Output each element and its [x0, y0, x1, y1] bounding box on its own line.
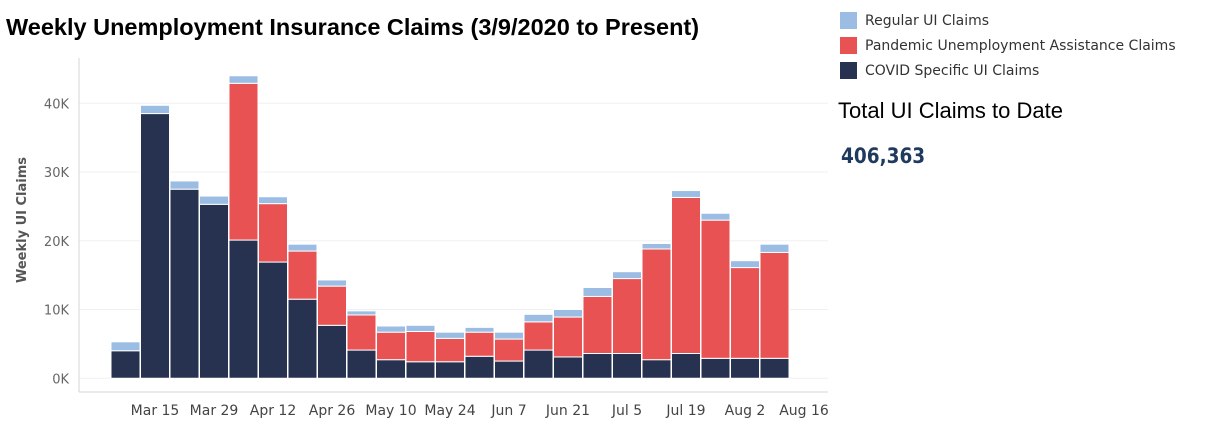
bar-segment[interactable] [140, 104, 170, 115]
bar-segment[interactable] [494, 338, 524, 362]
x-tick-label: Apr 12 [250, 403, 296, 419]
bar-segment[interactable] [641, 243, 672, 250]
y-tick-label: 40K [44, 97, 70, 112]
bar-segment[interactable] [582, 287, 613, 297]
legend-item-covid[interactable]: COVID Specific UI Claims [840, 58, 1176, 83]
legend-label-regular: Regular UI Claims [865, 12, 990, 29]
bar-segment[interactable] [612, 353, 642, 379]
bar-segment[interactable] [435, 331, 465, 339]
x-tick-label: Aug 2 [725, 403, 766, 419]
bar-segment[interactable] [464, 331, 495, 357]
bar-segment[interactable] [228, 82, 259, 241]
bar-segment[interactable] [169, 180, 200, 190]
legend-swatch-regular [840, 12, 857, 29]
y-tick-label: 10K [44, 304, 70, 319]
y-tick-label: 20K [44, 235, 70, 250]
x-tick-label: Mar 15 [131, 403, 180, 419]
bar-segment[interactable] [169, 188, 200, 379]
bar-segment[interactable] [346, 310, 377, 316]
x-tick-label: Apr 26 [309, 403, 356, 419]
bar-segment[interactable] [464, 326, 495, 333]
bar-segment[interactable] [110, 350, 141, 379]
bar-segment[interactable] [700, 357, 731, 379]
y-tick-label: 0K [52, 372, 69, 387]
bar-segment[interactable] [199, 203, 229, 379]
bar-segment[interactable] [671, 190, 701, 198]
bar-segment[interactable] [494, 360, 524, 379]
bar-segment[interactable] [759, 243, 790, 253]
bar-segment[interactable] [346, 314, 377, 351]
bar-segment[interactable] [346, 349, 377, 379]
bar-segment[interactable] [671, 196, 701, 354]
x-tick-label: Mar 29 [190, 403, 239, 419]
bar-segment[interactable] [199, 195, 229, 205]
bar-segment[interactable] [523, 313, 554, 323]
total-claims-title: Total UI Claims to Date [838, 98, 1063, 123]
bar-segment[interactable] [553, 356, 583, 379]
bar-segment[interactable] [110, 341, 141, 352]
bar-segment[interactable] [523, 321, 554, 351]
bar-segment[interactable] [612, 278, 642, 354]
bar-segment[interactable] [671, 353, 701, 379]
bars [110, 75, 790, 379]
x-tick-label: May 24 [424, 403, 475, 419]
y-axis-label: Weekly UI Claims [15, 157, 30, 283]
chart-title: Weekly Unemployment Insurance Claims (3/… [6, 14, 700, 40]
bar-segment[interactable] [376, 359, 406, 379]
bar-segment[interactable] [376, 325, 406, 333]
total-claims-value: 406,363 [841, 144, 926, 168]
bar-segment[interactable] [759, 357, 790, 379]
bar-segment[interactable] [258, 203, 288, 263]
x-tick-label: Jul 5 [611, 403, 642, 419]
bar-segment[interactable] [228, 75, 259, 84]
bar-segment[interactable] [759, 251, 790, 359]
bar-segment[interactable] [730, 267, 760, 359]
x-tick-label: Jun 7 [490, 403, 526, 419]
legend-label-pua: Pandemic Unemployment Assistance Claims [865, 37, 1176, 54]
bar-segment[interactable] [405, 324, 436, 332]
bar-segment[interactable] [494, 331, 524, 340]
bar-segment[interactable] [700, 219, 731, 359]
bar-segment[interactable] [523, 349, 554, 379]
bar-segment[interactable] [553, 316, 583, 358]
y-tick-label: 30K [44, 166, 70, 181]
bar-segment[interactable] [258, 261, 288, 379]
bar-segment[interactable] [700, 212, 731, 221]
bar-segment[interactable] [435, 361, 465, 379]
bar-segment[interactable] [405, 331, 436, 363]
x-tick-label: Jul 19 [665, 403, 705, 419]
bar-segment[interactable] [258, 196, 288, 205]
bar-segment[interactable] [405, 361, 436, 379]
axes: 0K 10K 20K 30K 40K Mar 15 Mar 29 Apr 12 Apr 26 Ma… [44, 58, 829, 419]
bar-segment[interactable] [228, 239, 259, 379]
bar-segment[interactable] [287, 298, 318, 379]
bar-segment[interactable] [317, 279, 347, 287]
bar-segment[interactable] [582, 295, 613, 354]
bar-segment[interactable] [612, 271, 642, 280]
stacked-bar-chart: 0K 10K 20K 30K 40K Mar 15 Mar 29 Apr 12 Apr 26 Ma… [15, 58, 829, 419]
bar-segment[interactable] [287, 250, 318, 300]
legend-swatch-pua [840, 37, 857, 54]
legend-swatch-covid [840, 62, 857, 79]
x-tick-label: Aug 16 [779, 403, 829, 419]
bar-segment[interactable] [287, 243, 318, 252]
bar-segment[interactable] [730, 260, 760, 269]
bar-segment[interactable] [582, 353, 613, 379]
legend: Regular UI Claims Pandemic Unemployment … [840, 8, 1176, 83]
legend-item-regular[interactable]: Regular UI Claims [840, 8, 1176, 33]
x-tick-label: Jun 21 [545, 403, 590, 419]
bar-segment[interactable] [435, 337, 465, 363]
bar-segment[interactable] [140, 113, 170, 379]
bar-segment[interactable] [641, 359, 672, 379]
bar-segment[interactable] [317, 324, 347, 379]
bar-segment[interactable] [464, 355, 495, 379]
legend-item-pua[interactable]: Pandemic Unemployment Assistance Claims [840, 33, 1176, 58]
bar-segment[interactable] [641, 248, 672, 361]
bar-segment[interactable] [553, 309, 583, 318]
bar-segment[interactable] [317, 285, 347, 326]
x-tick-label: May 10 [365, 403, 416, 419]
legend-label-covid: COVID Specific UI Claims [865, 62, 1040, 79]
bar-segment[interactable] [730, 357, 760, 379]
bar-segment[interactable] [376, 331, 406, 361]
